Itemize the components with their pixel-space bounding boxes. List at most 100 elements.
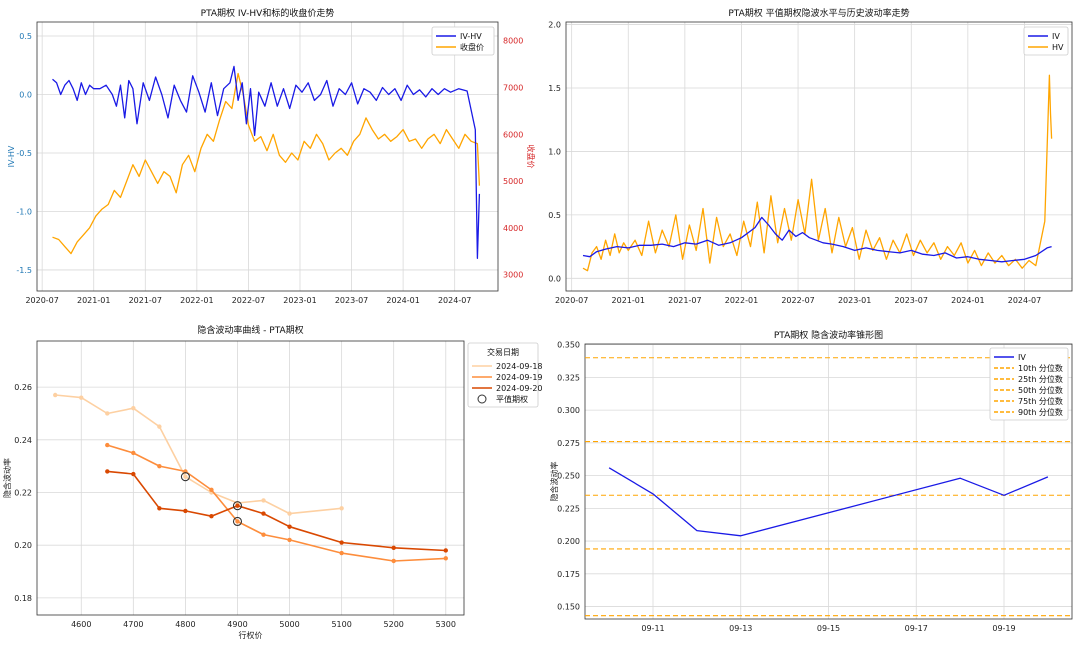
plot-frame	[36, 340, 465, 616]
data-point	[261, 498, 266, 503]
x-tick-label: 2022-07	[781, 296, 814, 305]
x-tick-label: 5200	[384, 620, 404, 629]
legend-label: 25th 分位数	[1018, 374, 1063, 384]
series-line-iv	[608, 467, 1049, 537]
y-tick-label: 0.18	[14, 594, 32, 603]
y-tick-label: 0.0	[548, 274, 561, 283]
series-line-hv	[582, 74, 1053, 272]
chart-title: PTA期权 IV-HV和标的收盘价走势	[201, 7, 335, 19]
y-right-axis-label: 收盘价	[526, 145, 536, 169]
plot-area	[37, 341, 464, 615]
data-point	[391, 545, 396, 551]
y-tick-label: 0.20	[14, 541, 32, 550]
y-tick-label: 1.5	[548, 84, 561, 93]
x-tick-label: 5300	[436, 620, 456, 629]
data-point	[287, 511, 292, 516]
data-point	[105, 469, 110, 474]
legend-label: 2024-09-20	[496, 384, 543, 393]
x-tick-label: 2020-07	[555, 296, 588, 305]
y-right-tick-label: 3000	[503, 271, 523, 280]
y-tick-label: 0.200	[557, 537, 580, 546]
y-axis-label: IV-HV	[7, 145, 16, 167]
y-tick-label: -0.5	[16, 149, 32, 158]
legend-box	[989, 347, 1069, 421]
data-point	[287, 524, 292, 529]
y-tick-label: 0.225	[557, 504, 580, 513]
data-point	[105, 442, 110, 448]
y-tick-label: -1.0	[16, 207, 32, 216]
y-right-tick-label: 6000	[503, 130, 523, 139]
atm-marker	[180, 472, 190, 482]
data-point	[131, 405, 136, 411]
legend-label: IV	[1052, 32, 1060, 41]
chart-title: 隐含波动率曲线 - PTA期权	[197, 324, 303, 336]
x-tick-label: 2022-01	[180, 296, 213, 305]
y-tick-label: 0.26	[14, 383, 32, 392]
chart-c2: 2020-07 2021-01 2021-07 2022-01 2022-07 2023-…	[548, 7, 1073, 305]
legend-label: 2024-09-18	[496, 362, 543, 371]
legend-label: 90th 分位数	[1018, 407, 1063, 417]
legend-label: HV	[1052, 43, 1064, 52]
y-tick-label: 0.275	[557, 439, 580, 448]
plot-area	[37, 22, 498, 291]
y-right-tick-label: 4000	[503, 224, 523, 233]
data-point	[183, 474, 188, 479]
y-tick-label: 0.150	[557, 603, 580, 612]
legend-title: 交易日期	[487, 347, 519, 357]
plot-frame	[36, 21, 499, 292]
data-point	[79, 395, 84, 400]
data-point	[209, 514, 214, 519]
chart-title: PTA期权 平值期权隐波水平与历史波动率走势	[728, 7, 909, 19]
y-tick-label: 0.0	[19, 91, 32, 100]
plot-frame	[565, 21, 1073, 292]
y-tick-label: 0.24	[14, 436, 32, 445]
data-point	[183, 508, 188, 514]
y-right-tick-label: 8000	[503, 37, 523, 46]
x-tick-label: 2021-01	[612, 296, 645, 305]
data-point	[235, 503, 240, 508]
series-line-iv-hv	[52, 65, 481, 259]
x-tick-label: 2023-07	[335, 296, 368, 305]
x-tick-label: 09-17	[905, 624, 928, 633]
y-tick-label: 0.250	[557, 472, 580, 481]
x-tick-label: 09-15	[817, 624, 840, 633]
y-tick-label: -1.5	[16, 266, 32, 275]
x-tick-label: 2022-07	[232, 296, 265, 305]
y-tick-label: 2.0	[548, 21, 561, 30]
y-tick-label: 0.5	[19, 32, 32, 41]
legend-label: IV-HV	[460, 32, 482, 41]
data-point	[443, 548, 448, 553]
y-tick-label: 0.22	[14, 488, 32, 497]
legend-atm-marker	[477, 394, 487, 404]
x-tick-label: 2024-07	[438, 296, 471, 305]
x-tick-label: 2023-01	[838, 296, 871, 305]
x-tick-label: 09-19	[992, 624, 1015, 633]
chart-title: PTA期权 隐含波动率锥形图	[774, 329, 883, 341]
plot-area	[566, 22, 1072, 291]
data-point	[235, 519, 240, 524]
y-tick-label: 0.5	[548, 211, 561, 220]
data-point	[391, 558, 396, 564]
x-tick-label: 5000	[279, 620, 299, 629]
chart-c1: 2020-07 2021-01 2021-07 2022-01 2022-07 2023-…	[7, 7, 536, 305]
y-right-tick-label: 7000	[503, 83, 523, 92]
data-point	[339, 506, 344, 511]
data-point	[105, 411, 110, 416]
data-point	[131, 471, 136, 477]
x-tick-label: 2021-07	[129, 296, 162, 305]
x-tick-label: 2024-01	[386, 296, 419, 305]
x-tick-label: 4800	[175, 620, 195, 629]
data-point	[157, 506, 162, 511]
legend-label: 2024-09-19	[496, 373, 543, 382]
legend-box	[1023, 26, 1069, 56]
chart-c3: 4600 4700 4800 4900 5000 5100 5200 5300 隐含波动率曲线 …	[2, 324, 543, 640]
x-tick-label: 09-13	[729, 624, 752, 633]
legend-label: 75th 分位数	[1018, 396, 1063, 406]
x-tick-label: 2021-07	[668, 296, 701, 305]
data-point	[261, 511, 266, 516]
data-point	[339, 550, 344, 556]
x-tick-label: 09-11	[641, 624, 664, 633]
legend-label: 收盘价	[460, 42, 484, 52]
legend-label: 10th 分位数	[1018, 363, 1063, 373]
